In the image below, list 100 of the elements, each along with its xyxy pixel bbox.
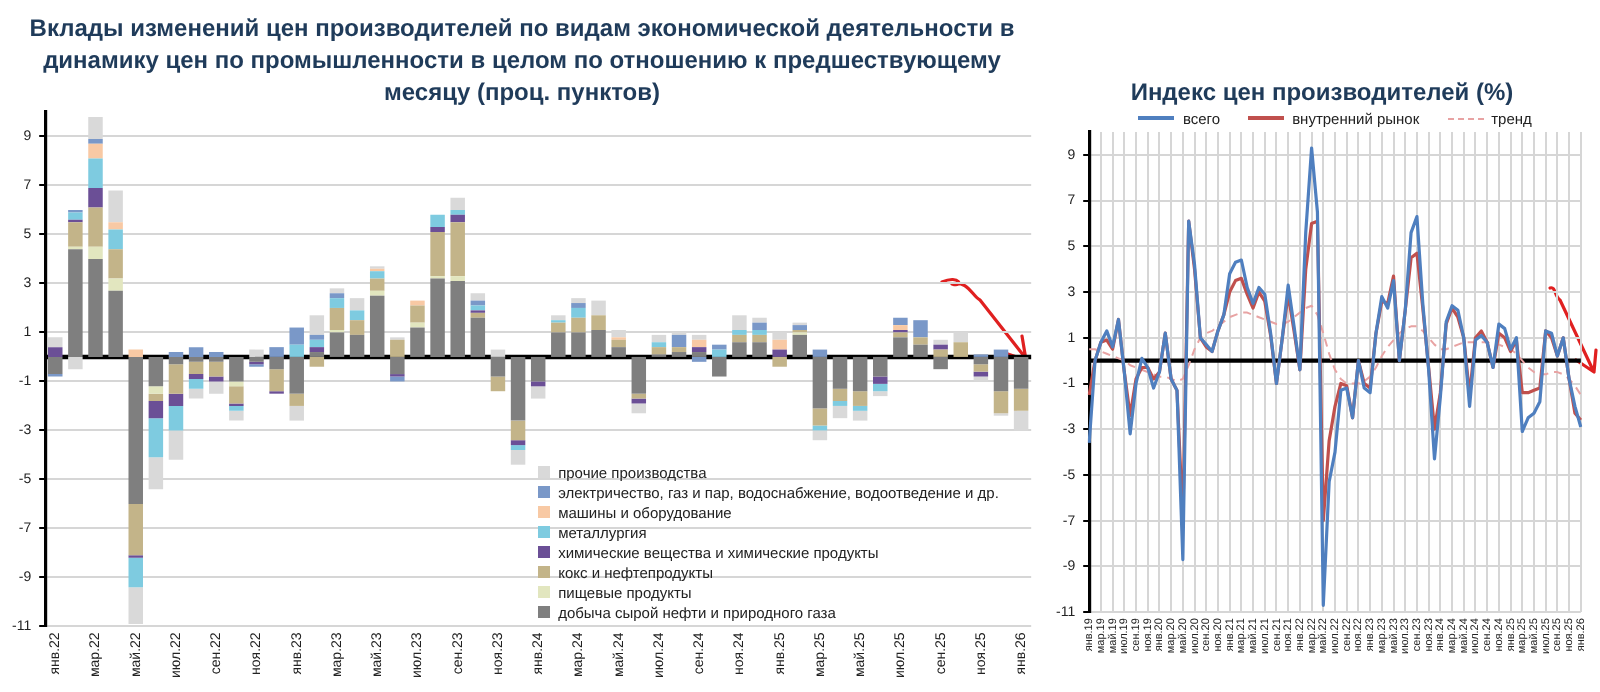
bar [671,334,687,348]
bar [148,393,164,402]
bar [289,393,304,406]
bar [852,405,868,411]
bar [430,214,445,228]
bar [752,329,767,335]
bar [852,410,868,421]
bar [812,349,828,357]
bar [430,227,445,233]
bar [712,349,727,357]
bar [128,557,143,588]
bar [128,349,143,357]
bar [1013,388,1029,411]
bar [188,361,204,375]
bar [329,298,345,308]
bar [631,356,647,394]
bar [933,356,948,370]
bar [249,349,264,357]
bar [289,344,304,357]
bar [752,334,767,343]
bar [369,278,385,291]
bar [772,349,787,357]
bar [953,342,968,357]
bar [329,288,345,294]
bar [812,356,828,409]
bar [289,405,304,421]
bar [752,322,767,330]
chart-title: Вклады изменений цен производителей по видам экономической деятельности в динамику цен по промышленности в целом по отношению к предшествующему месяцу (проц. пунктов) [28,12,1016,108]
bar [390,356,405,375]
bar [510,356,526,421]
bar [832,405,848,419]
bar [188,356,204,362]
bar [792,334,808,357]
bar [148,386,164,394]
bar [732,329,747,335]
bar [933,339,948,345]
bar [329,293,345,299]
bar [68,356,83,370]
bar [88,158,103,188]
bar [349,320,365,335]
bar [530,386,546,399]
bar [933,344,948,350]
bar [188,378,204,389]
bar [973,356,989,365]
bar [88,187,103,208]
bar [269,356,284,370]
bar [913,320,928,338]
bar [933,349,948,357]
bar [691,347,707,353]
bar [873,356,888,377]
bar [229,405,244,411]
bar [88,258,103,357]
bar [188,388,204,399]
bar [410,327,425,357]
bar [269,347,284,357]
bar [631,403,647,414]
bar [551,315,566,321]
bar [470,293,486,301]
bar [108,290,123,357]
bar [430,232,445,277]
line-series [1088,304,1582,396]
bar [108,229,123,250]
bar [651,347,667,355]
bar [450,209,465,215]
bar [631,393,647,399]
bar [470,305,486,311]
bar [68,222,83,247]
bar [732,334,747,343]
bar [571,298,586,304]
bar [712,356,727,377]
bar [812,408,828,426]
bar [309,334,325,340]
bar [430,278,445,357]
bar [289,356,304,394]
bar [208,361,224,377]
bar [349,310,365,321]
bar [309,347,325,353]
bar [591,329,606,357]
bar [289,327,304,345]
bar [510,420,526,441]
bar [671,347,687,353]
bar [349,334,365,357]
bar [128,356,143,504]
bar [651,342,667,348]
bar [611,339,626,348]
bar [48,347,63,357]
bar [571,307,586,318]
bar [309,339,325,348]
bar [450,222,465,277]
bar [229,386,244,404]
bar [168,364,184,394]
bar [68,249,83,357]
bar [530,356,546,382]
bar [832,356,848,389]
bar [571,332,586,357]
bar [893,332,908,338]
bar [410,322,425,328]
bar [893,337,908,357]
bar [229,356,244,382]
bar [611,347,626,357]
